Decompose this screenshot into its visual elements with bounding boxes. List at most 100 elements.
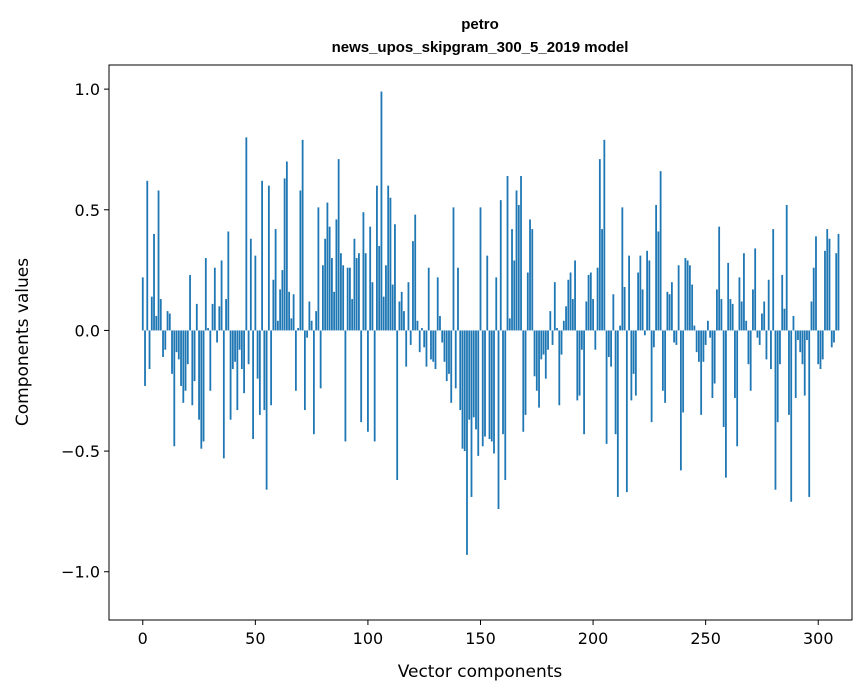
bar [794, 330, 797, 398]
bar [643, 330, 646, 336]
bar [695, 330, 698, 353]
x-axis-label: Vector components [398, 662, 563, 682]
bar [544, 330, 547, 379]
bar [407, 282, 410, 331]
bar [630, 330, 633, 401]
bar [434, 330, 437, 370]
bar [749, 330, 752, 391]
bar [589, 272, 592, 331]
bar [385, 265, 387, 331]
bar [745, 320, 748, 331]
bar [513, 260, 516, 331]
bar [504, 330, 507, 481]
bar [819, 330, 822, 370]
x-tick-label: 300 [803, 629, 834, 648]
bar [166, 311, 169, 331]
bar [700, 330, 703, 415]
bar [722, 330, 725, 427]
bar [679, 330, 682, 471]
bar [815, 236, 817, 331]
bar [171, 330, 173, 374]
bar [234, 330, 236, 362]
bar [231, 330, 234, 370]
bar [594, 330, 597, 350]
bar [324, 238, 327, 331]
bar [157, 190, 160, 331]
bar [220, 260, 223, 331]
bar [344, 330, 347, 442]
bar [542, 330, 545, 355]
x-tick-label: 100 [353, 629, 384, 648]
bar [391, 284, 394, 331]
bar [625, 330, 628, 493]
bar [256, 330, 259, 379]
bar [808, 330, 811, 497]
bar [387, 185, 390, 331]
bar [511, 229, 513, 331]
bar [403, 311, 405, 331]
y-tick-label: 0.5 [75, 201, 100, 220]
bar [247, 330, 250, 365]
bar [747, 330, 750, 365]
bar [821, 330, 824, 360]
bar [457, 267, 459, 331]
bar [763, 301, 766, 331]
bar [830, 330, 833, 348]
bar [531, 229, 534, 331]
bar [425, 330, 428, 367]
x-tick-label: 0 [138, 629, 148, 648]
bar [711, 330, 714, 398]
bar [605, 330, 608, 444]
bar [580, 330, 583, 350]
bar [551, 330, 554, 345]
bar [740, 301, 743, 331]
bar [515, 190, 518, 331]
bar [578, 330, 581, 396]
bar [346, 267, 349, 331]
bar [310, 320, 313, 331]
bar [290, 318, 293, 331]
bar [707, 320, 709, 331]
bar [698, 330, 700, 362]
bar [265, 330, 268, 490]
x-tick-label: 150 [465, 629, 496, 648]
bar [650, 330, 653, 423]
bar [567, 279, 570, 331]
bar [258, 330, 261, 415]
bar [299, 190, 302, 331]
bar [155, 315, 158, 331]
bar [146, 180, 149, 331]
bar [716, 289, 718, 331]
bar [571, 299, 574, 331]
bar [725, 330, 727, 478]
bar [668, 294, 671, 331]
bar [331, 258, 333, 331]
bar [303, 330, 306, 411]
bar [758, 330, 761, 345]
bar [177, 330, 180, 360]
bar [535, 330, 538, 391]
bar [522, 330, 525, 432]
bar [484, 330, 486, 437]
bar [731, 303, 734, 331]
bar [445, 330, 448, 382]
bar [691, 284, 694, 331]
bar [168, 313, 171, 331]
bar [396, 330, 399, 481]
bar [659, 171, 662, 331]
bar [276, 320, 279, 331]
bar [371, 282, 374, 331]
bar [195, 303, 198, 331]
bar [466, 330, 468, 555]
bar [421, 328, 423, 331]
y-tick-label: 1.0 [75, 80, 100, 99]
bar [184, 330, 187, 391]
bar [376, 185, 378, 331]
bar [191, 330, 194, 406]
bar [238, 330, 241, 350]
bar [713, 330, 716, 384]
bar [351, 299, 354, 331]
bar [634, 330, 637, 396]
bar [623, 287, 626, 331]
y-axis-label: Components values [13, 258, 33, 426]
